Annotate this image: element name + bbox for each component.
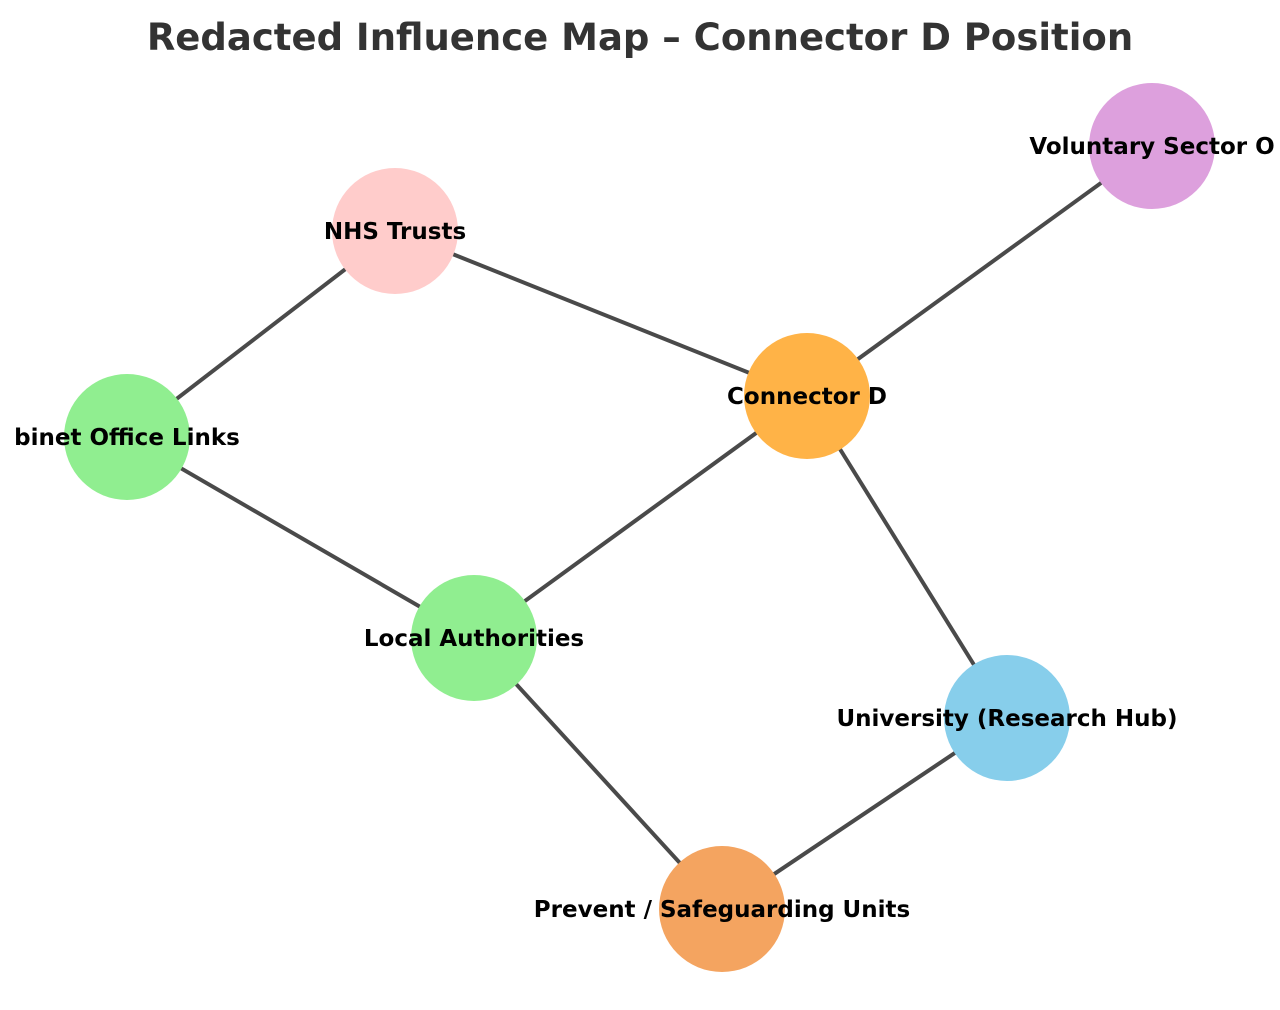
node-prevent — [659, 846, 785, 972]
node-label-local: Local Authorities — [364, 626, 584, 652]
nodes-layer — [64, 83, 1215, 972]
node-label-connector: Connector D — [727, 384, 887, 410]
edge-connector-university — [805, 394, 1009, 720]
node-nhs — [332, 168, 458, 294]
node-cabinet — [64, 374, 190, 500]
node-label-prevent: Prevent / Safeguarding Units — [534, 897, 910, 923]
edge-local-connector — [472, 394, 809, 640]
edge-cabinet-local — [125, 435, 476, 640]
node-university — [944, 655, 1070, 781]
node-label-university: University (Research Hub) — [836, 706, 1177, 732]
node-label-nhs: NHS Trusts — [324, 219, 466, 245]
node-connector — [744, 333, 870, 459]
labels-layer: NHS Trusts Voluntary Sector O Connector D b… — [14, 134, 1275, 923]
edge-nhs-connector — [394, 229, 808, 398]
diagram-title: Redacted Influence Map – Connector D Pos… — [147, 16, 1133, 59]
node-label-voluntary: Voluntary Sector O — [1029, 134, 1274, 160]
node-voluntary — [1089, 83, 1215, 209]
node-label-cabinet: binet Office Links — [14, 425, 240, 451]
edges-layer — [125, 144, 1154, 911]
node-local — [411, 575, 537, 701]
edge-connector-voluntary — [805, 144, 1154, 398]
